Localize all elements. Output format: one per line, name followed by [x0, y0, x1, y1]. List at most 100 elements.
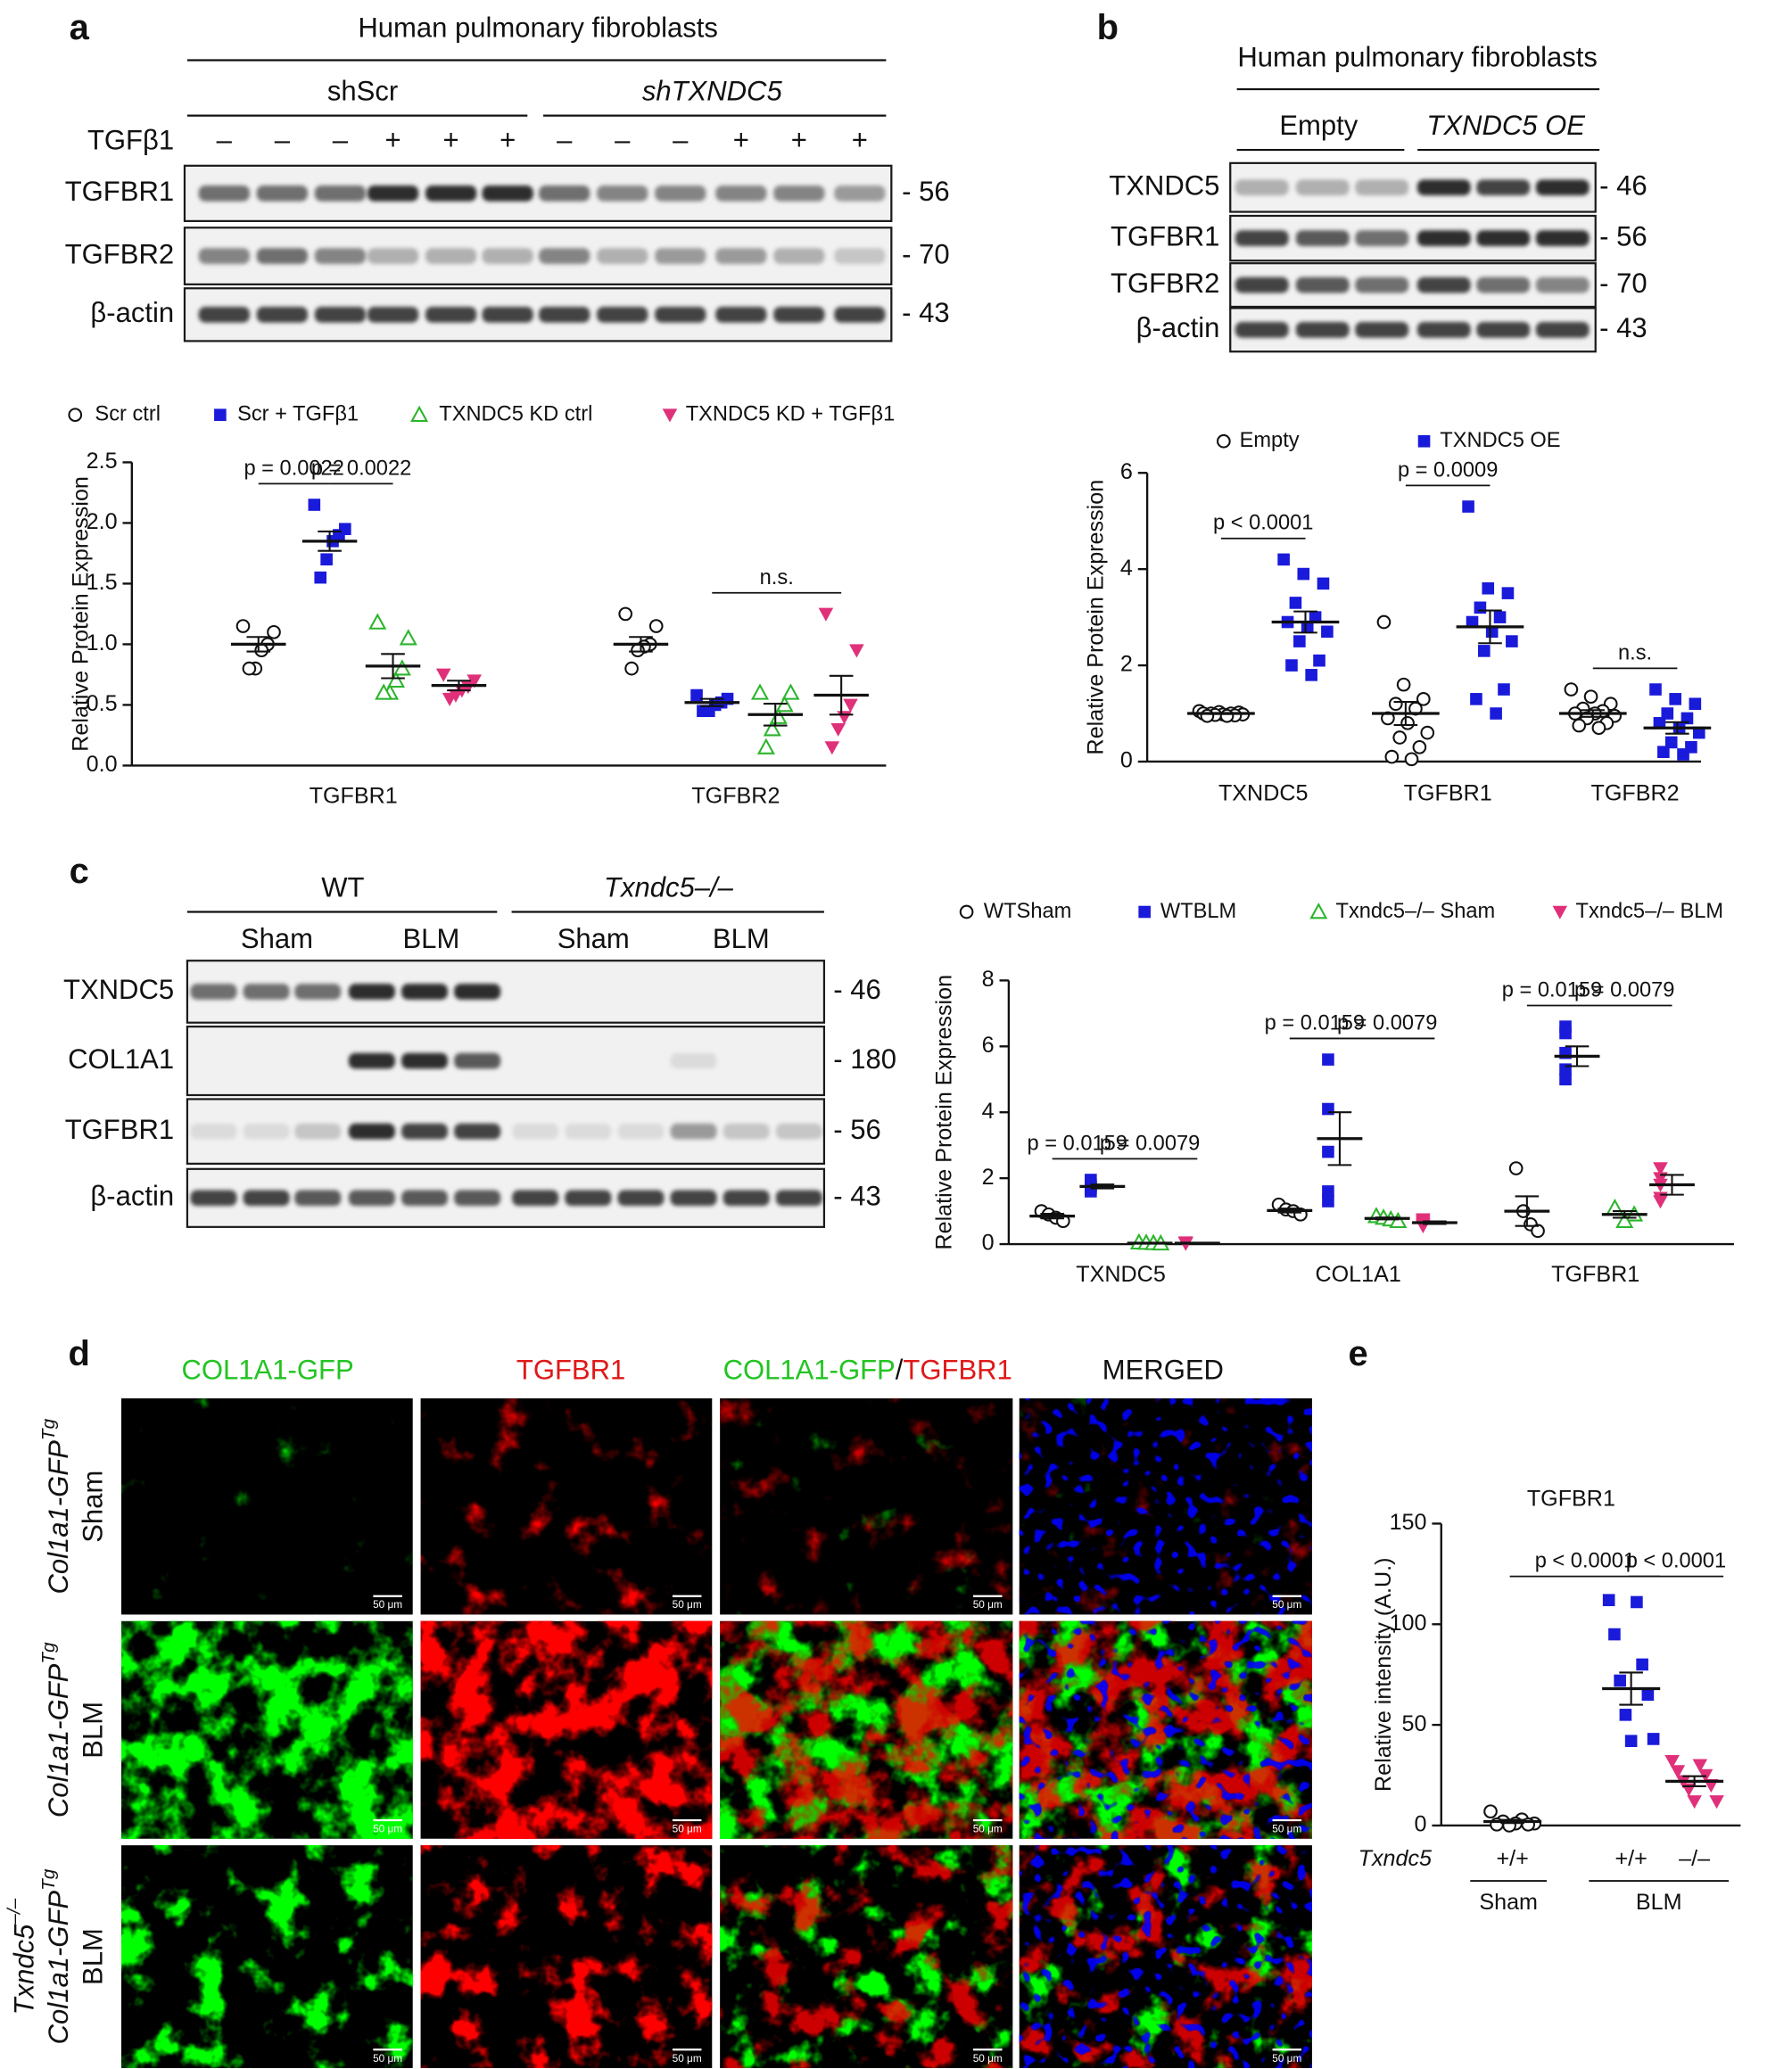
nuclei-signal — [1019, 1620, 1312, 1839]
y-tick-label: 4 — [982, 1099, 995, 1124]
lane-label: + — [500, 124, 516, 155]
y-tick-label: 2.5 — [87, 449, 118, 474]
point — [1647, 1733, 1660, 1745]
band — [198, 185, 250, 202]
band — [1355, 230, 1409, 246]
point — [1478, 645, 1491, 657]
point — [1498, 683, 1510, 696]
band — [482, 248, 533, 264]
point — [1482, 581, 1495, 595]
gfp-signal — [121, 1845, 413, 2068]
point — [1692, 1759, 1708, 1773]
band — [401, 1123, 449, 1140]
tgfbr1-signal — [420, 1845, 713, 2068]
point — [1392, 730, 1408, 745]
band — [425, 185, 477, 202]
point — [1485, 625, 1499, 639]
legend-label: Scr + TGFβ1 — [237, 402, 359, 425]
p-value: p = 0.0159 — [1265, 1011, 1365, 1034]
point — [375, 683, 393, 700]
band — [1416, 179, 1471, 196]
scale-bar-label: 50 μm — [973, 1823, 1003, 1835]
point — [781, 683, 800, 700]
band — [1535, 321, 1590, 338]
point — [1501, 587, 1515, 599]
sem-bar — [1277, 1208, 1302, 1214]
point — [1309, 611, 1322, 623]
point — [1416, 692, 1431, 706]
blot-title: Human pulmonary fibroblasts — [358, 12, 718, 44]
sem-bar — [1612, 1210, 1637, 1219]
group-label: Txndc5–/– — [604, 872, 734, 903]
band — [1416, 321, 1471, 338]
p-value: p < 0.0001 — [1213, 512, 1313, 535]
x-tick-label: COL1A1 — [1315, 1262, 1400, 1287]
x-tick-label: TXNDC5 — [1218, 781, 1309, 806]
x-tick-label: TGFBR1 — [1404, 781, 1492, 806]
point — [1474, 601, 1487, 614]
row-label: Sham — [78, 1471, 109, 1543]
point — [1404, 752, 1419, 767]
band — [775, 1190, 822, 1207]
x-tick-label: TGFBR1 — [1551, 1262, 1639, 1287]
point — [1669, 693, 1681, 705]
point — [1687, 1795, 1702, 1809]
scale-bar-label: 50 μm — [973, 2052, 1003, 2065]
band — [401, 984, 449, 1000]
row-label-part: Col1a1-GFP — [43, 1891, 74, 2045]
subgroup-label: BLM — [402, 923, 459, 954]
sem-bar — [629, 636, 653, 653]
y-tick-label: 2 — [982, 1165, 995, 1190]
panel-label: b — [1097, 8, 1119, 47]
point — [1297, 567, 1310, 581]
lane-label: – — [333, 124, 349, 155]
row-label: BLM — [78, 1702, 109, 1759]
sem-bar — [1682, 1775, 1706, 1788]
p-value: p = 0.0079 — [1337, 1011, 1437, 1034]
y-tick-label: 150 — [1390, 1510, 1427, 1535]
y-tick-label: 0.0 — [87, 752, 118, 777]
band — [1355, 179, 1409, 196]
y-tick-label: 1.5 — [87, 570, 118, 595]
band — [597, 306, 648, 323]
point — [1466, 615, 1479, 629]
row-label: COL1A1 — [68, 1043, 174, 1075]
band — [190, 984, 237, 1000]
point — [1649, 683, 1662, 696]
column-label-part: COL1A1-GFP — [182, 1355, 354, 1386]
legend-label: Txndc5–/– BLM — [1576, 900, 1724, 923]
band — [565, 1190, 612, 1207]
group-label: BLM — [1636, 1890, 1682, 1915]
point — [1559, 1073, 1572, 1086]
sem-bar — [246, 636, 271, 653]
point — [1653, 1195, 1668, 1209]
point — [763, 720, 781, 737]
band — [834, 185, 886, 202]
x-tick-label: –/– — [1679, 1846, 1710, 1871]
point — [1322, 1053, 1334, 1066]
y-tick-label: 4 — [1120, 556, 1133, 581]
point — [399, 629, 417, 646]
band — [243, 984, 290, 1000]
p-value: p = 0.0079 — [1574, 978, 1674, 1002]
point — [1493, 611, 1507, 623]
band — [367, 248, 419, 264]
band — [348, 984, 395, 1000]
y-tick-label: 2 — [1120, 652, 1133, 677]
band — [314, 248, 367, 264]
sem-bar — [1665, 721, 1689, 735]
p-value: n.s. — [1618, 641, 1652, 664]
band — [715, 306, 767, 323]
point — [1384, 749, 1400, 764]
p-value: p = 0.0079 — [1100, 1132, 1200, 1155]
point — [392, 659, 411, 676]
point — [386, 671, 406, 688]
band — [1416, 276, 1471, 293]
blot-title: Human pulmonary fibroblasts — [1237, 41, 1598, 72]
point — [1376, 614, 1391, 630]
gfp-signal — [121, 1398, 413, 1615]
y-axis-label: Relative Protein Expression — [68, 476, 93, 752]
band — [655, 306, 706, 323]
p-value: p = 0.0159 — [1028, 1132, 1127, 1155]
sem-bar — [699, 697, 724, 707]
